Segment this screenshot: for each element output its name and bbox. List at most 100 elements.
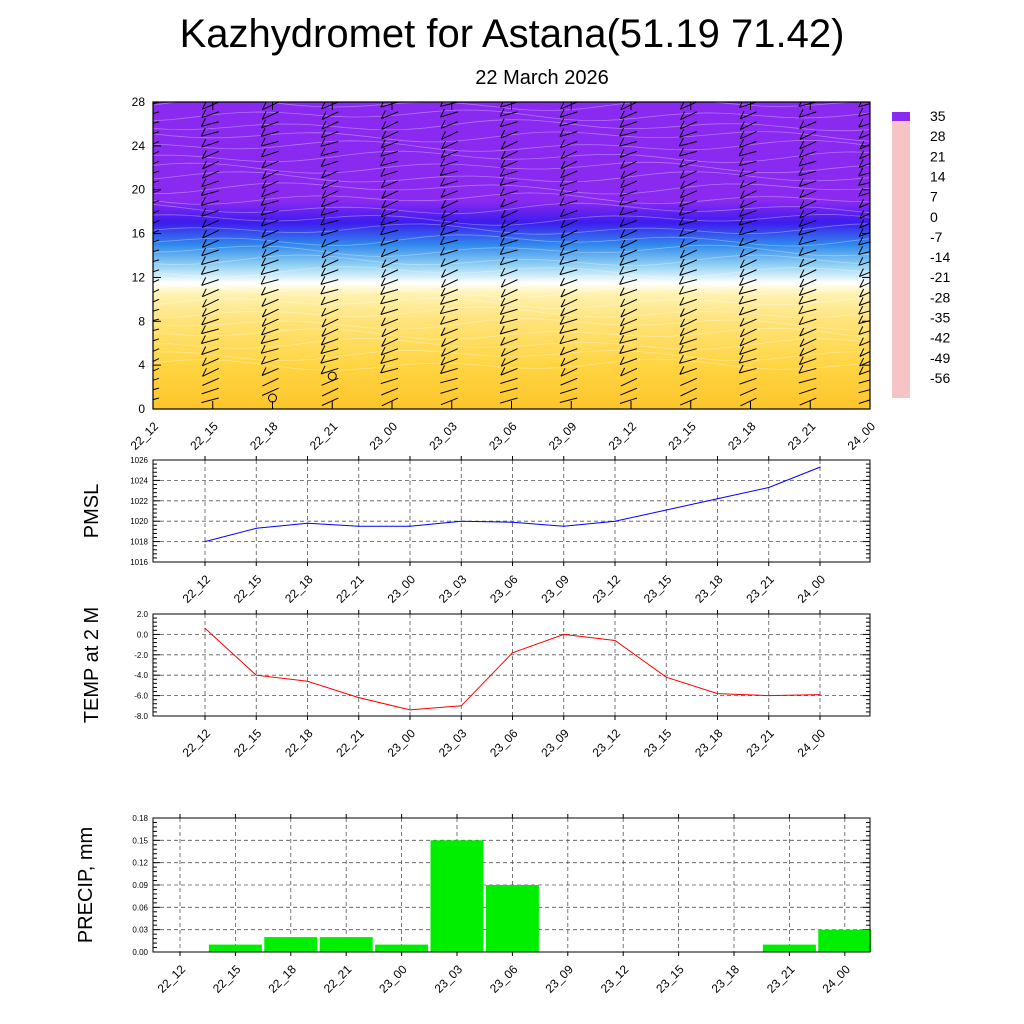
contour-line: [153, 234, 870, 247]
wind-barb-feather: [559, 316, 565, 325]
colorbar-label: -14: [930, 249, 950, 265]
wind-barb: [619, 121, 638, 128]
wind-barb-feather: [619, 326, 625, 335]
wind-barb: [320, 289, 339, 295]
pmsl-point: [306, 522, 309, 524]
wind-barb: [381, 200, 399, 209]
wind-barb: [380, 348, 399, 356]
wind-barb-feather: [142, 130, 146, 138]
wind-barb-feather: [679, 336, 685, 345]
x-tick-label: 24_00: [845, 419, 879, 453]
wind-barb-feather: [858, 297, 864, 306]
y-tick-label: 0.03: [132, 926, 148, 935]
wind-barb: [380, 298, 399, 305]
wind-barb-feather: [500, 140, 506, 150]
wind-barb: [679, 289, 697, 295]
contour-line: [153, 327, 870, 340]
wind-barb-feather: [559, 117, 565, 127]
colorbar-label: -28: [930, 289, 950, 305]
x-tick-label: 24_00: [795, 726, 829, 760]
wind-barb: [799, 269, 817, 279]
wind-barb: [799, 150, 817, 158]
wind-barb: [499, 387, 518, 394]
wind-barb: [153, 328, 160, 332]
wind-barb: [858, 370, 870, 376]
wind-barb-feather: [679, 308, 685, 317]
wind-barb: [261, 259, 279, 267]
wind-barb: [799, 338, 817, 348]
wind-barb: [680, 102, 697, 110]
wind-barb-feather: [858, 246, 864, 255]
wind-barb-feather: [559, 266, 565, 275]
wind-barb: [201, 338, 219, 344]
wind-barb: [740, 121, 757, 131]
wind-barb-feather: [560, 367, 566, 377]
x-tick-label: 22_21: [307, 419, 341, 453]
wind-barb: [440, 102, 458, 107]
wind-barb-feather: [201, 150, 207, 159]
wind-barb: [441, 279, 458, 288]
wind-barb-feather: [620, 298, 626, 308]
wind-barb: [380, 170, 399, 177]
wind-barb: [441, 338, 458, 347]
wind-barb-feather: [738, 157, 744, 167]
wind-barb: [680, 249, 697, 259]
x-tick-label: 23_00: [367, 419, 401, 453]
wind-barb: [380, 150, 399, 157]
wind-barb-feather: [380, 217, 386, 226]
wind-barb-feather: [380, 139, 386, 149]
wind-barb: [679, 298, 697, 306]
wind-barb-feather: [858, 236, 864, 246]
wind-barb: [560, 367, 578, 377]
wind-barb-feather: [261, 298, 267, 307]
wind-barb: [680, 180, 697, 190]
wind-barb: [560, 279, 578, 287]
wind-barb-feather: [201, 239, 207, 248]
wind-barb: [499, 111, 518, 117]
temp-point: [255, 674, 257, 676]
wind-barb: [320, 348, 339, 354]
wind-barb-feather: [799, 347, 805, 357]
wind-barb: [153, 338, 160, 342]
wind-barb-feather: [678, 355, 684, 364]
x-tick-label: 22_15: [231, 726, 265, 760]
wind-barb: [381, 338, 399, 347]
contour-lines: [153, 102, 870, 371]
wind-barb-feather: [201, 178, 207, 188]
wind-barb: [560, 348, 578, 356]
wind-barb-feather: [619, 317, 625, 327]
wind-barb: [500, 131, 518, 139]
wind-barb: [261, 150, 279, 158]
cross-section-panel: 0 4 8 12 16 20 24 28 22_12 22_15 22_18 22_21 23_00 23…: [128, 95, 879, 453]
wind-barb-feather: [380, 157, 386, 166]
y-tick-label: 1018: [130, 538, 148, 547]
wind-barb: [201, 131, 219, 137]
wind-barb: [739, 239, 757, 247]
wind-barb-feather: [798, 226, 804, 236]
wind-barb-feather: [440, 365, 445, 374]
wind-barb: [321, 111, 339, 121]
wind-barb-feather: [499, 118, 505, 127]
temp-point: [768, 695, 770, 697]
wind-barb-feather: [858, 305, 864, 315]
wind-barb: [738, 219, 757, 226]
wind-barb: [859, 340, 870, 347]
wind-barb-feather: [440, 218, 446, 228]
wind-barb: [380, 367, 399, 374]
wind-barb: [500, 367, 518, 376]
wind-barb: [500, 219, 518, 229]
wind-barb: [153, 229, 160, 234]
wind-barb-feather: [321, 259, 327, 268]
wind-barb: [201, 200, 219, 206]
wind-barb-feather: [858, 159, 864, 168]
wind-barb-feather: [320, 207, 326, 216]
wind-barb-feather: [143, 348, 147, 356]
wind-barb: [679, 150, 697, 157]
x-tick-label: 23_18: [709, 962, 743, 996]
wind-barb-feather: [320, 276, 326, 285]
x-tick-label: 22_18: [265, 962, 299, 996]
wind-barb: [500, 289, 518, 298]
x-tick-label: 23_03: [436, 572, 470, 606]
contour-line: [153, 337, 870, 350]
y-tick-label: 0.09: [132, 881, 148, 890]
